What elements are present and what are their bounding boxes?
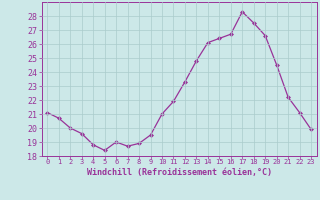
X-axis label: Windchill (Refroidissement éolien,°C): Windchill (Refroidissement éolien,°C) <box>87 168 272 177</box>
